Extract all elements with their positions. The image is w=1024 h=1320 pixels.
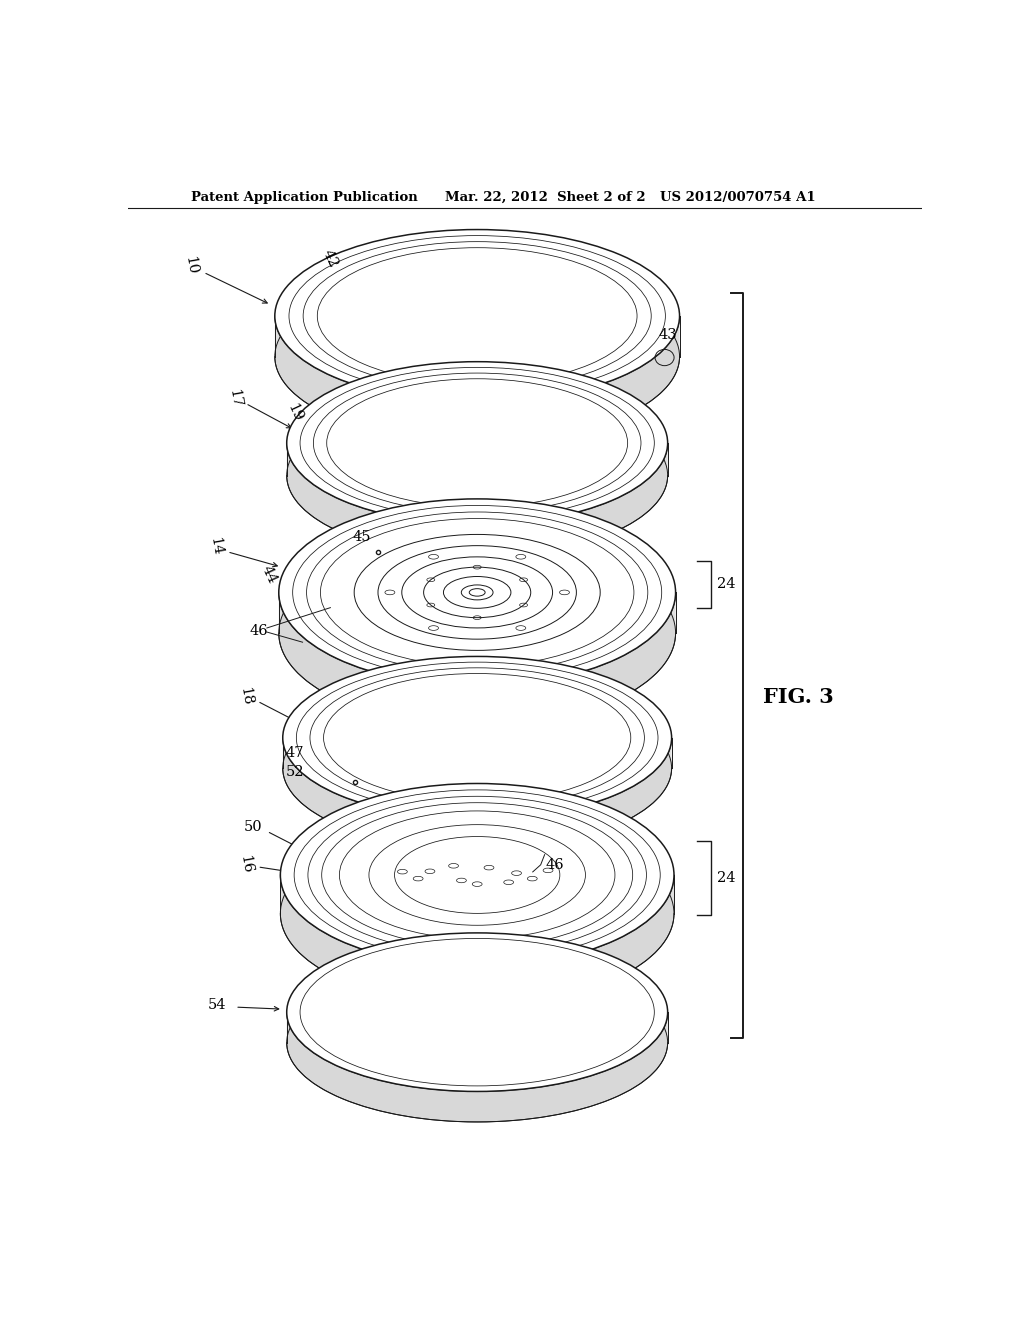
Ellipse shape xyxy=(287,933,668,1092)
Text: 17: 17 xyxy=(226,388,244,408)
Text: 52: 52 xyxy=(286,766,304,779)
Text: 43: 43 xyxy=(658,329,677,342)
Ellipse shape xyxy=(283,656,672,818)
Text: 19: 19 xyxy=(285,401,305,424)
Polygon shape xyxy=(287,444,668,557)
Ellipse shape xyxy=(274,230,680,403)
Ellipse shape xyxy=(287,362,668,524)
Ellipse shape xyxy=(281,784,674,966)
Ellipse shape xyxy=(281,822,674,1005)
Text: 45: 45 xyxy=(353,529,372,544)
Polygon shape xyxy=(283,738,672,850)
Text: 10: 10 xyxy=(182,255,200,276)
Text: 44: 44 xyxy=(259,564,280,586)
Text: FIG. 3: FIG. 3 xyxy=(763,688,834,708)
Ellipse shape xyxy=(279,540,676,726)
Text: 14: 14 xyxy=(207,536,224,557)
Text: 47: 47 xyxy=(286,746,304,760)
Ellipse shape xyxy=(274,271,680,444)
Text: 24: 24 xyxy=(717,577,735,591)
Text: 42: 42 xyxy=(321,248,341,271)
Text: 18: 18 xyxy=(237,686,254,706)
Polygon shape xyxy=(281,875,674,1005)
Polygon shape xyxy=(287,1012,668,1122)
Ellipse shape xyxy=(283,686,672,850)
Text: 46: 46 xyxy=(546,858,564,871)
Text: 16: 16 xyxy=(237,854,254,875)
Text: US 2012/0070754 A1: US 2012/0070754 A1 xyxy=(659,191,815,203)
Text: Patent Application Publication: Patent Application Publication xyxy=(191,191,418,203)
Text: 24: 24 xyxy=(717,871,735,884)
Polygon shape xyxy=(274,315,680,444)
Polygon shape xyxy=(279,593,676,726)
Text: 46: 46 xyxy=(250,624,268,638)
Ellipse shape xyxy=(279,499,676,686)
Text: Mar. 22, 2012  Sheet 2 of 2: Mar. 22, 2012 Sheet 2 of 2 xyxy=(445,191,646,203)
Text: 54: 54 xyxy=(208,998,226,1012)
Ellipse shape xyxy=(287,964,668,1122)
Text: 50: 50 xyxy=(244,820,263,834)
Ellipse shape xyxy=(287,395,668,557)
